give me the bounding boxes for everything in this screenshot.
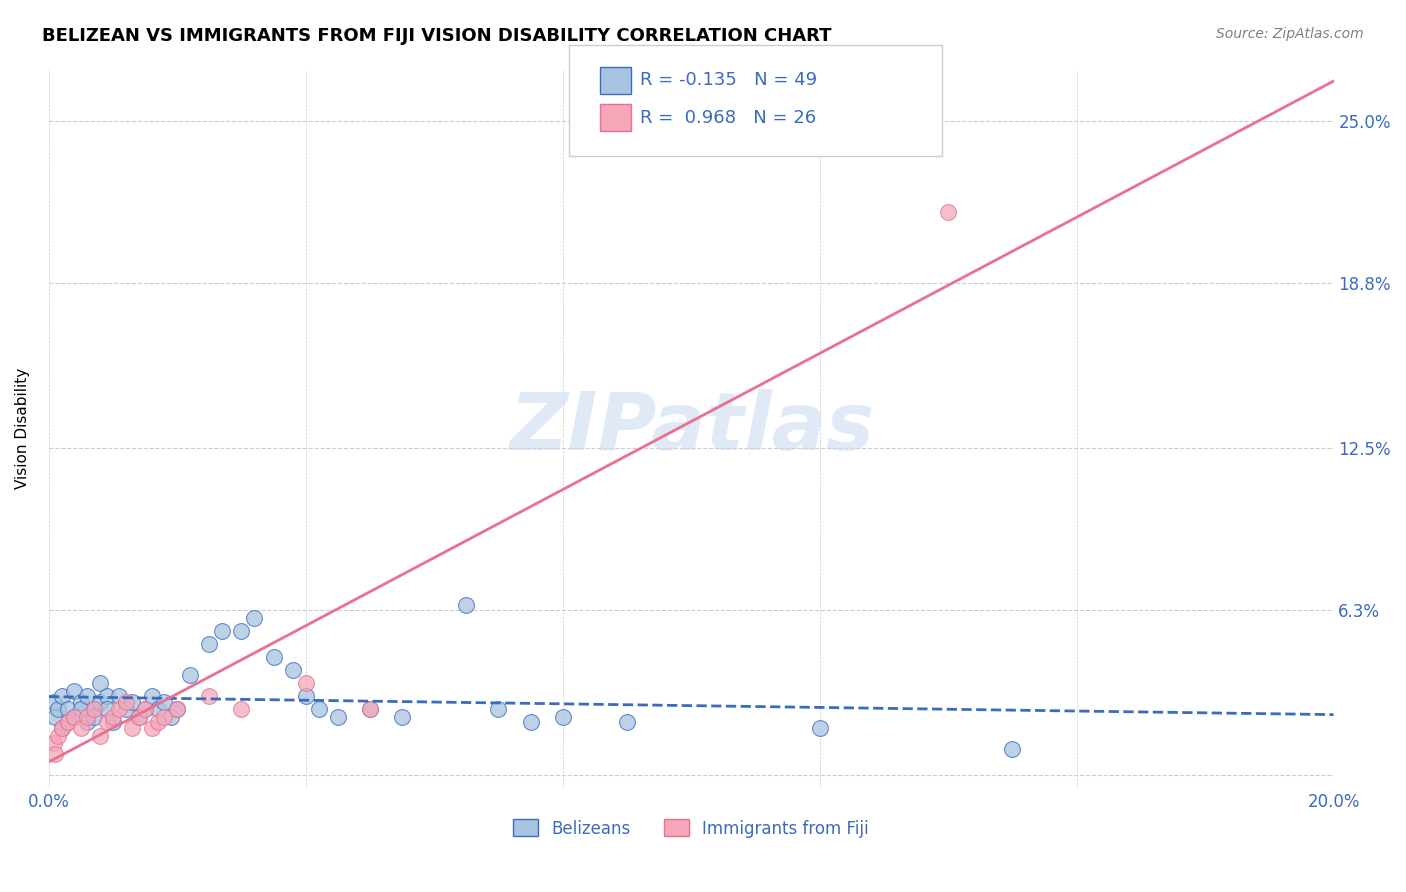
Point xyxy=(89,694,111,708)
Point xyxy=(616,715,638,730)
Point xyxy=(51,690,73,704)
Point xyxy=(108,690,131,704)
Point xyxy=(89,676,111,690)
Point xyxy=(179,668,201,682)
Point xyxy=(308,702,330,716)
Point xyxy=(76,690,98,704)
Point xyxy=(76,715,98,730)
Legend: Belizeans, Immigrants from Fiji: Belizeans, Immigrants from Fiji xyxy=(506,813,876,844)
Point xyxy=(114,694,136,708)
Point xyxy=(63,710,86,724)
Point xyxy=(198,637,221,651)
Y-axis label: Vision Disability: Vision Disability xyxy=(15,368,30,489)
Point xyxy=(63,710,86,724)
Point xyxy=(56,715,79,730)
Point xyxy=(456,598,478,612)
Point xyxy=(63,684,86,698)
Point xyxy=(44,747,66,761)
Point xyxy=(48,729,70,743)
Point xyxy=(128,710,150,724)
Point xyxy=(42,736,65,750)
Point xyxy=(96,702,118,716)
Point xyxy=(146,715,169,730)
Point xyxy=(101,710,124,724)
Point xyxy=(96,690,118,704)
Point xyxy=(128,710,150,724)
Point xyxy=(486,702,509,716)
Point xyxy=(56,715,79,730)
Point xyxy=(83,702,105,716)
Point xyxy=(76,710,98,724)
Point xyxy=(70,702,93,716)
Point xyxy=(936,205,959,219)
Point xyxy=(808,721,831,735)
Point xyxy=(101,715,124,730)
Point xyxy=(294,676,316,690)
Point xyxy=(281,663,304,677)
Point xyxy=(153,694,176,708)
Point xyxy=(391,710,413,724)
Point xyxy=(134,702,156,716)
Point xyxy=(243,611,266,625)
Point xyxy=(211,624,233,638)
Text: R = -0.135   N = 49: R = -0.135 N = 49 xyxy=(640,71,817,89)
Point xyxy=(359,702,381,716)
Point xyxy=(141,690,163,704)
Point xyxy=(326,710,349,724)
Point xyxy=(159,710,181,724)
Point xyxy=(294,690,316,704)
Point xyxy=(141,721,163,735)
Point xyxy=(83,702,105,716)
Point xyxy=(231,702,253,716)
Point xyxy=(231,624,253,638)
Point xyxy=(48,702,70,716)
Point xyxy=(51,721,73,735)
Point xyxy=(51,721,73,735)
Point xyxy=(70,721,93,735)
Point xyxy=(114,702,136,716)
Point xyxy=(134,702,156,716)
Point xyxy=(108,702,131,716)
Point xyxy=(121,721,143,735)
Text: BELIZEAN VS IMMIGRANTS FROM FIJI VISION DISABILITY CORRELATION CHART: BELIZEAN VS IMMIGRANTS FROM FIJI VISION … xyxy=(42,27,832,45)
Point xyxy=(70,694,93,708)
Point xyxy=(146,702,169,716)
Point xyxy=(83,710,105,724)
Point xyxy=(96,715,118,730)
Point xyxy=(551,710,574,724)
Point xyxy=(198,690,221,704)
Point xyxy=(519,715,541,730)
Point xyxy=(359,702,381,716)
Text: Source: ZipAtlas.com: Source: ZipAtlas.com xyxy=(1216,27,1364,41)
Point xyxy=(166,702,188,716)
Point xyxy=(263,650,285,665)
Point xyxy=(89,729,111,743)
Point xyxy=(153,710,176,724)
Text: R =  0.968   N = 26: R = 0.968 N = 26 xyxy=(640,109,815,127)
Point xyxy=(42,694,65,708)
Point xyxy=(44,710,66,724)
Point xyxy=(56,702,79,716)
Point xyxy=(1001,741,1024,756)
Point xyxy=(121,694,143,708)
Point xyxy=(166,702,188,716)
Text: ZIPatlas: ZIPatlas xyxy=(509,389,873,467)
